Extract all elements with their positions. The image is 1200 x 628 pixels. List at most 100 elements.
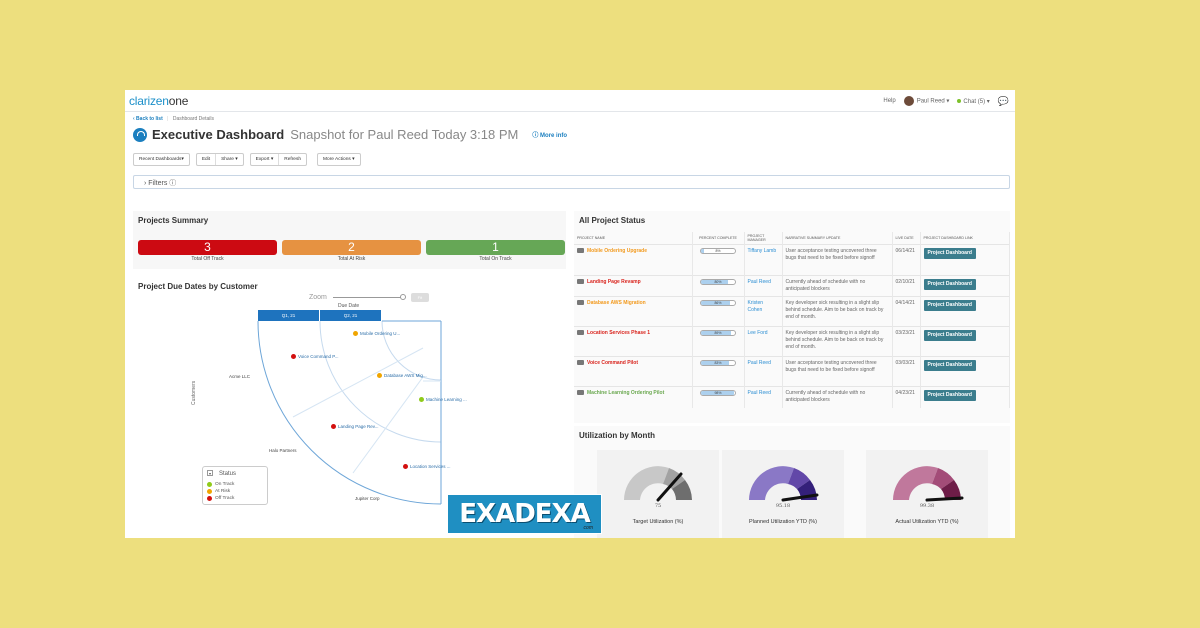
project-name-link[interactable]: Location Services Phase 1 — [574, 326, 693, 357]
gauge-label: Target Utilization (%) — [632, 519, 684, 525]
back-to-list-link[interactable]: ‹ Back to list — [133, 116, 163, 122]
status-legend: ▾ Status On Track At Risk Off Track — [202, 466, 268, 505]
progress-bar: 86% — [700, 300, 736, 306]
utilization-panel: Utilization by Month 75 Target Utilizati… — [574, 426, 1010, 538]
app-logo[interactable]: clarizenone — [129, 93, 189, 108]
customer-label: Acme LLC — [229, 374, 251, 379]
project-name-link[interactable]: Machine Learning Ordering Pilot — [574, 386, 693, 408]
summary-text: User acceptance testing uncovered three … — [782, 356, 893, 387]
col-header[interactable]: PROJECT MANAGER — [744, 232, 783, 245]
col-header[interactable]: PERCENT COMPLETE — [692, 232, 745, 245]
col-header[interactable]: PROJECT DASHBOARD LINK — [920, 232, 1010, 245]
gauge-chart — [749, 466, 819, 502]
filters-toggle[interactable]: › Filters ⓘ — [133, 175, 1010, 189]
export-button[interactable]: Export ▾ — [251, 154, 280, 165]
refresh-button[interactable]: Refresh — [284, 157, 302, 162]
manager-link[interactable]: Paul Reed — [744, 356, 783, 387]
live-date: 04/23/21 — [892, 386, 921, 408]
project-name-link[interactable]: Landing Page Revamp — [574, 275, 693, 297]
more-actions-button[interactable]: More Actions ▾ — [323, 157, 355, 162]
breadcrumb: ‹ Back to list | Dashboard Details — [133, 116, 214, 122]
briefcase-icon — [577, 248, 584, 254]
projects-summary-panel: Projects Summary 3 Total Off Track 2 Tot… — [133, 211, 566, 269]
col-header[interactable]: PROJECT NAME — [574, 232, 693, 245]
manager-link[interactable]: Kristen Cohen — [744, 296, 783, 327]
project-dashboard-button[interactable]: Project Dashboard — [923, 248, 976, 259]
live-date: 06/14/21 — [892, 244, 921, 276]
dashboard-gauge-icon — [133, 127, 147, 142]
on-track-card[interactable]: 1 Total On Track — [426, 240, 565, 262]
chart-point[interactable]: Location Services ... — [403, 464, 451, 469]
gauge-actual: 99.38 Actual Utilization YTD (%) — [866, 450, 988, 538]
panel-title: All Project Status — [579, 216, 646, 225]
manager-link[interactable]: Tiffany Lamb — [744, 244, 783, 276]
recent-dashboards-button[interactable]: Recent Dashboards▾ — [139, 157, 184, 162]
quarter-q1[interactable]: Q1, 21 — [258, 310, 320, 321]
project-name-link[interactable]: Database AWS Migration — [574, 296, 693, 327]
chart-point[interactable]: Voice Command P... — [291, 354, 338, 359]
project-name-link[interactable]: Mobile Ordering Upgrade — [574, 244, 693, 276]
gauge-target: 75 Target Utilization (%) — [597, 450, 719, 538]
page-title: Executive Dashboard — [152, 127, 285, 142]
more-info-link[interactable]: ⓘ More info — [532, 133, 568, 139]
chart-point[interactable]: Machine Learning ... — [419, 397, 467, 402]
title-row: Executive Dashboard Snapshot for Paul Re… — [133, 127, 567, 142]
project-status-table: PROJECT NAME PERCENT COMPLETE PROJECT MA… — [574, 232, 1010, 408]
summary-text: Currently ahead of schedule with no anti… — [782, 275, 893, 297]
project-dashboard-button[interactable]: Project Dashboard — [923, 279, 976, 290]
chat-menu[interactable]: Chat (5) ▾ — [957, 98, 990, 105]
legend-item[interactable]: Off Track — [207, 496, 234, 501]
gauge-planned: 95.18 Planned Utilization YTD (%) — [722, 450, 844, 538]
help-link[interactable]: Help — [883, 98, 896, 104]
table-row: Voice Command Pilot 83% Paul Reed User a… — [574, 356, 1010, 387]
zoom-slider-handle[interactable] — [399, 294, 406, 300]
at-risk-card[interactable]: 2 Total At Risk — [282, 240, 421, 262]
briefcase-icon — [577, 300, 584, 306]
panel-title: Utilization by Month — [579, 431, 655, 440]
toolbar: Recent Dashboards▾ Edit Share ▾ Export ▾ R… — [133, 153, 361, 166]
briefcase-icon — [577, 390, 584, 396]
chart-point[interactable]: Mobile Ordering U... — [353, 331, 400, 336]
project-name-link[interactable]: Voice Command Pilot — [574, 356, 693, 387]
summary-text: Key developer sick resulting in a slight… — [782, 296, 893, 327]
gauge-chart — [893, 466, 964, 502]
live-date: 04/14/21 — [892, 296, 921, 327]
panel-title: Projects Summary — [138, 216, 209, 225]
share-button[interactable]: Share ▾ — [221, 157, 238, 162]
progress-bar: 80% — [700, 279, 736, 285]
project-dashboard-button[interactable]: Project Dashboard — [923, 330, 976, 341]
edit-button[interactable]: Edit — [197, 154, 217, 165]
table-row: Database AWS Migration 86% Kristen Cohen… — [574, 296, 1010, 327]
legend-item[interactable]: At Risk — [207, 489, 230, 494]
manager-link[interactable]: Lee Ford — [744, 326, 783, 357]
col-header[interactable]: NARRATIVE SUMMARY UPDATE — [782, 232, 893, 245]
y-axis-label: Customers — [191, 380, 197, 405]
top-bar: clarizenone Help Paul Reed ▾ Chat (5) ▾ … — [125, 90, 1015, 112]
table-row: Machine Learning Ordering Pilot 98% Paul… — [574, 386, 1010, 408]
chart-point[interactable]: Database AWS Mig... — [377, 373, 427, 378]
off-track-card[interactable]: 3 Total Off Track — [138, 240, 277, 262]
gauge-label: Planned Utilization YTD (%) — [748, 519, 818, 525]
manager-link[interactable]: Paul Reed — [744, 275, 783, 297]
customer-label: Jupiter Corp — [355, 496, 380, 501]
user-menu[interactable]: Paul Reed ▾ — [903, 96, 949, 106]
project-dashboard-button[interactable]: Project Dashboard — [923, 390, 976, 401]
project-dashboard-button[interactable]: Project Dashboard — [923, 360, 976, 371]
gauge-value: 95.18 — [775, 503, 791, 509]
legend-item[interactable]: On Track — [207, 482, 234, 487]
zoom-control: Zoom Fit — [309, 293, 429, 302]
col-header[interactable]: LIVE DATE — [892, 232, 921, 245]
chart-point[interactable]: Landing Page Rev... — [331, 424, 378, 429]
live-date: 03/03/21 — [892, 356, 921, 387]
fit-button[interactable]: Fit — [410, 293, 429, 302]
project-dashboard-button[interactable]: Project Dashboard — [923, 300, 976, 311]
quarter-q2[interactable]: Q2, 21 — [320, 310, 382, 321]
zoom-slider[interactable] — [332, 294, 406, 300]
manager-link[interactable]: Paul Reed — [744, 386, 783, 408]
progress-bar: 8% — [700, 248, 736, 254]
briefcase-icon — [577, 279, 584, 285]
customer-label: Halo Partners — [269, 448, 297, 453]
chat-bubbles-icon[interactable]: 💬 — [997, 95, 1009, 106]
legend-collapse-button[interactable]: ▾ — [207, 470, 213, 476]
panel-title: Project Due Dates by Customer — [138, 282, 258, 291]
